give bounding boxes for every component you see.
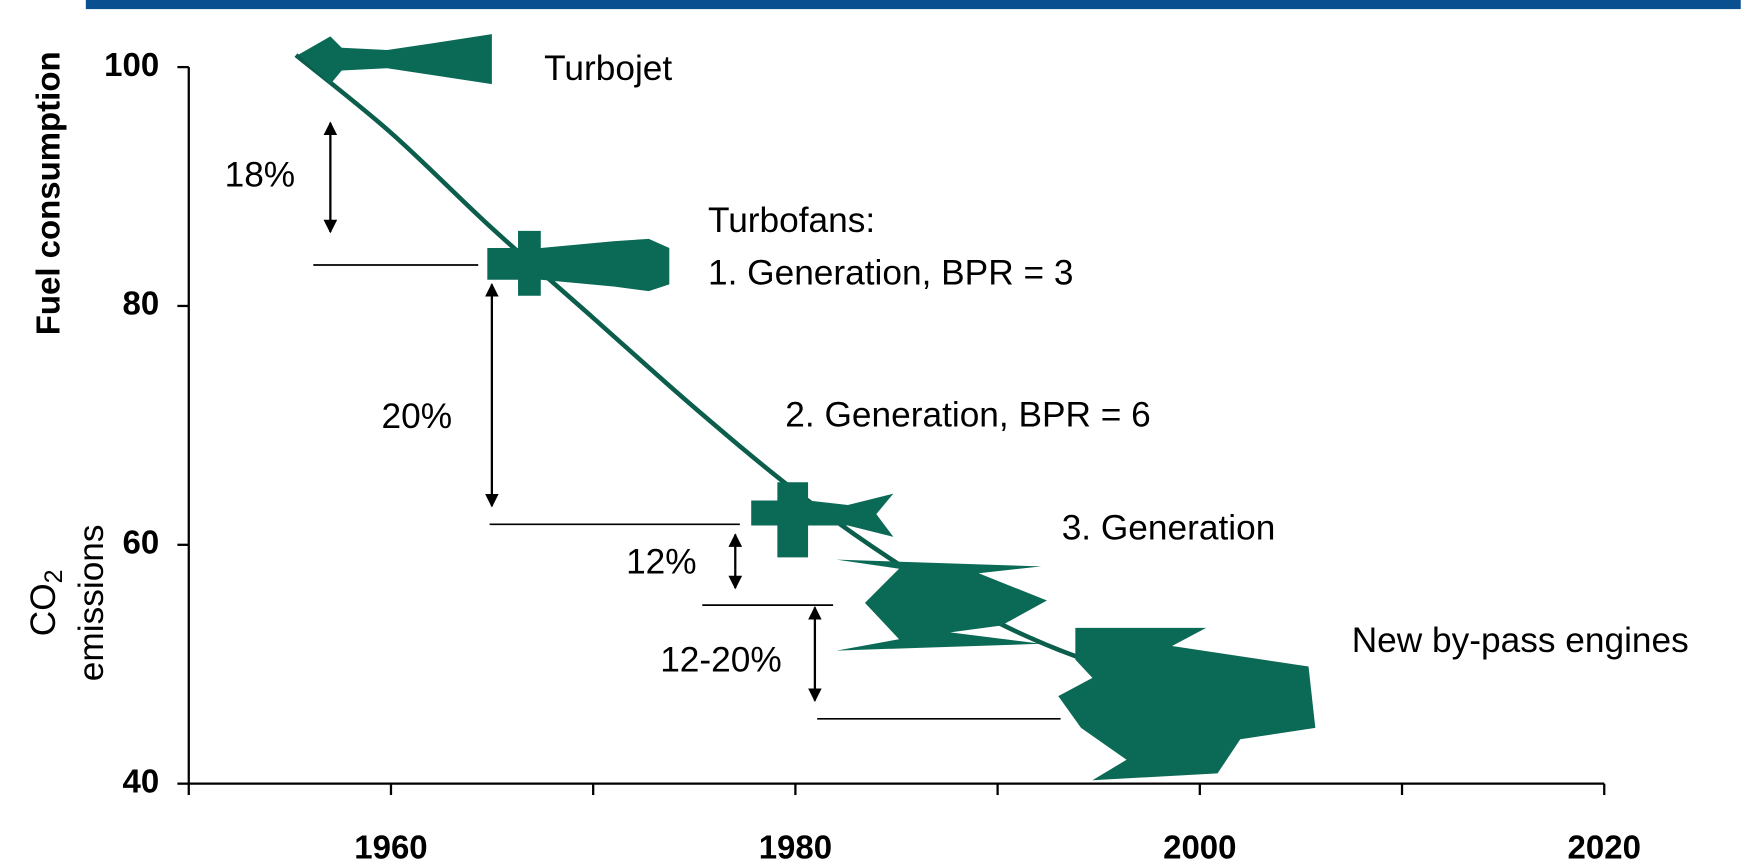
annotation: Turbofans:	[708, 201, 875, 240]
y-tick-label: 80	[123, 285, 160, 322]
header-bar	[85, 0, 1741, 10]
x-tick-label: 2020	[1568, 828, 1641, 861]
y-axis-label-2: CO2	[24, 569, 67, 636]
subscript: 2	[40, 569, 68, 583]
annotation: 2. Generation, BPR = 6	[785, 396, 1150, 435]
annotation: 12%	[626, 542, 697, 581]
co: CO	[24, 583, 63, 636]
annotation: 18%	[225, 156, 296, 195]
x-tick-label: 1960	[354, 828, 427, 861]
annotation: 3. Generation	[1062, 508, 1276, 547]
y-tick-label: 40	[123, 762, 160, 799]
y-tick-label: 100	[104, 46, 159, 83]
x-tick-label: 2000	[1163, 828, 1236, 861]
annotation: 12-20%	[660, 640, 782, 679]
annotation: Turbojet	[544, 49, 672, 88]
annotation: New by-pass engines	[1352, 621, 1689, 660]
trend-line	[294, 53, 1201, 691]
annotation: 1. Generation, BPR = 3	[708, 254, 1073, 293]
engine-icons	[298, 34, 1316, 781]
annotation-lines	[313, 121, 1061, 720]
annotation: 20%	[382, 397, 453, 436]
x-tick-label: 1980	[759, 828, 832, 861]
y-axis-label-3: emissions	[72, 524, 111, 681]
y-tick-label: 60	[123, 524, 160, 561]
y-axis-label: Fuel consumption	[29, 51, 66, 335]
